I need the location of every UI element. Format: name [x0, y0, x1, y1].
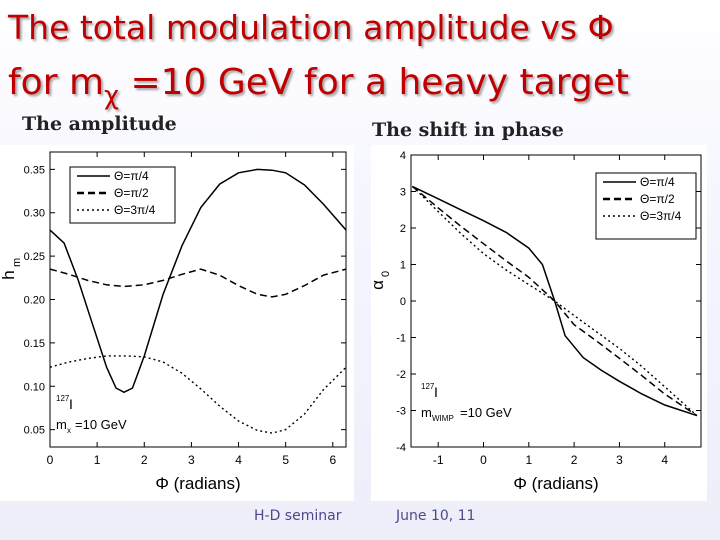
y-tick-label: 0.20: [24, 295, 45, 307]
annotation-isotope-symbol: I: [434, 384, 438, 400]
x-tick-label: 6: [329, 453, 336, 467]
y-tick-label: -2: [396, 369, 406, 381]
y-tick-label: 0: [400, 296, 406, 308]
series-line-dashed: [411, 185, 698, 417]
y-axis-label-subscript: m: [11, 258, 23, 267]
annotation-isotope-mass: 127: [421, 382, 435, 391]
amplitude-chart-panel: 0 1 2 3 4 5 6 0.05 0.10 0.15 0.20 0.25 0.30 0.35 Θ=π/4…: [0, 145, 354, 501]
y-tick-label: 0.05: [24, 425, 45, 437]
y-tick-label: 1: [400, 260, 406, 272]
annotation-mass-symbol: m: [56, 417, 67, 432]
title-line-2-prefix: for m: [8, 62, 105, 103]
y-axis-label: α0: [368, 271, 392, 290]
annotation-isotope-symbol: I: [69, 396, 73, 412]
y-tick-label: 0.30: [24, 208, 45, 220]
legend-label: Θ=π/2: [114, 186, 149, 200]
footer-date: June 10, 11: [396, 508, 476, 524]
y-axis-label: hm: [0, 258, 23, 280]
y-axis-label-main: h: [0, 270, 18, 279]
x-tick-label: 2: [141, 453, 148, 467]
x-axis-label: Φ (radians): [513, 474, 598, 493]
annotation-mass-value: =10 GeV: [75, 417, 127, 432]
series-line-solid: [49, 168, 347, 394]
legend-label: Θ=π/4: [640, 175, 675, 189]
annotation-mass-symbol: m: [421, 405, 432, 420]
caption-phase-shift: The shift in phase: [372, 119, 564, 141]
y-tick-label: -4: [396, 442, 406, 454]
legend-label: Θ=3π/4: [114, 203, 156, 217]
title-line-2-subscript: χ: [104, 81, 120, 111]
x-tick-label: 1: [525, 453, 532, 467]
annotation-mass-subscript: x: [67, 426, 71, 435]
x-tick-label: 4: [235, 453, 242, 467]
x-tick-label: 4: [661, 453, 668, 467]
x-tick-label: 0: [47, 453, 54, 467]
x-tick-label: 3: [616, 453, 623, 467]
y-tick-label: 2: [400, 223, 406, 235]
caption-amplitude: The amplitude: [22, 113, 177, 135]
y-tick-label: 3: [400, 187, 406, 199]
footer-seminar: H-D seminar: [254, 508, 342, 524]
y-tick-label: 0.15: [24, 338, 45, 350]
series-line-dotted: [49, 355, 347, 434]
y-axis-label-subscript: 0: [380, 271, 392, 277]
series-line-dashed: [49, 268, 347, 298]
slide-title-line-1: The total modulation amplitude vs Φ: [8, 8, 614, 47]
x-tick-label: 0: [480, 453, 487, 467]
legend-label: Θ=π/2: [640, 192, 675, 206]
phase-shift-chart: -1 0 1 2 3 4 -4 -3 -2 -1 0 1 2 3 4 Θ=π/4 Θ=π/2 Θ=3π/4 Φ (r…: [368, 150, 702, 493]
phase-chart-panel: -1 0 1 2 3 4 -4 -3 -2 -1 0 1 2 3 4 Θ=π/4 Θ=π/2 Θ=3π/4 Φ (r…: [368, 145, 707, 501]
annotation-mass-subscript: WIMP: [432, 414, 454, 423]
legend-box: [595, 172, 697, 240]
legend-label: Θ=π/4: [114, 169, 149, 183]
legend-label: Θ=3π/4: [640, 209, 682, 223]
annotation-isotope-mass: 127: [56, 394, 70, 403]
y-tick-label: -1: [396, 333, 406, 345]
title-line-2-suffix: =10 GeV for a heavy target: [119, 62, 630, 103]
x-tick-label: 3: [188, 453, 195, 467]
slide-title-line-2: for mχ =10 GeV for a heavy target: [8, 62, 629, 111]
x-tick-label: -1: [433, 453, 444, 467]
annotation-mass-value: =10 GeV: [460, 405, 512, 420]
y-tick-label: 0.10: [24, 381, 45, 393]
y-tick-label: -3: [396, 406, 406, 418]
x-tick-label: 5: [282, 453, 289, 467]
x-axis-label: Φ (radians): [155, 474, 240, 493]
y-axis-label-main: α: [371, 280, 387, 290]
x-tick-label: 2: [571, 453, 578, 467]
y-tick-label: 0.25: [24, 251, 45, 263]
y-tick-label: 4: [400, 150, 406, 162]
amplitude-chart: 0 1 2 3 4 5 6 0.05 0.10 0.15 0.20 0.25 0.30 0.35 Θ=π/4…: [0, 151, 347, 493]
y-tick-label: 0.35: [24, 164, 45, 176]
x-tick-label: 1: [94, 453, 101, 467]
